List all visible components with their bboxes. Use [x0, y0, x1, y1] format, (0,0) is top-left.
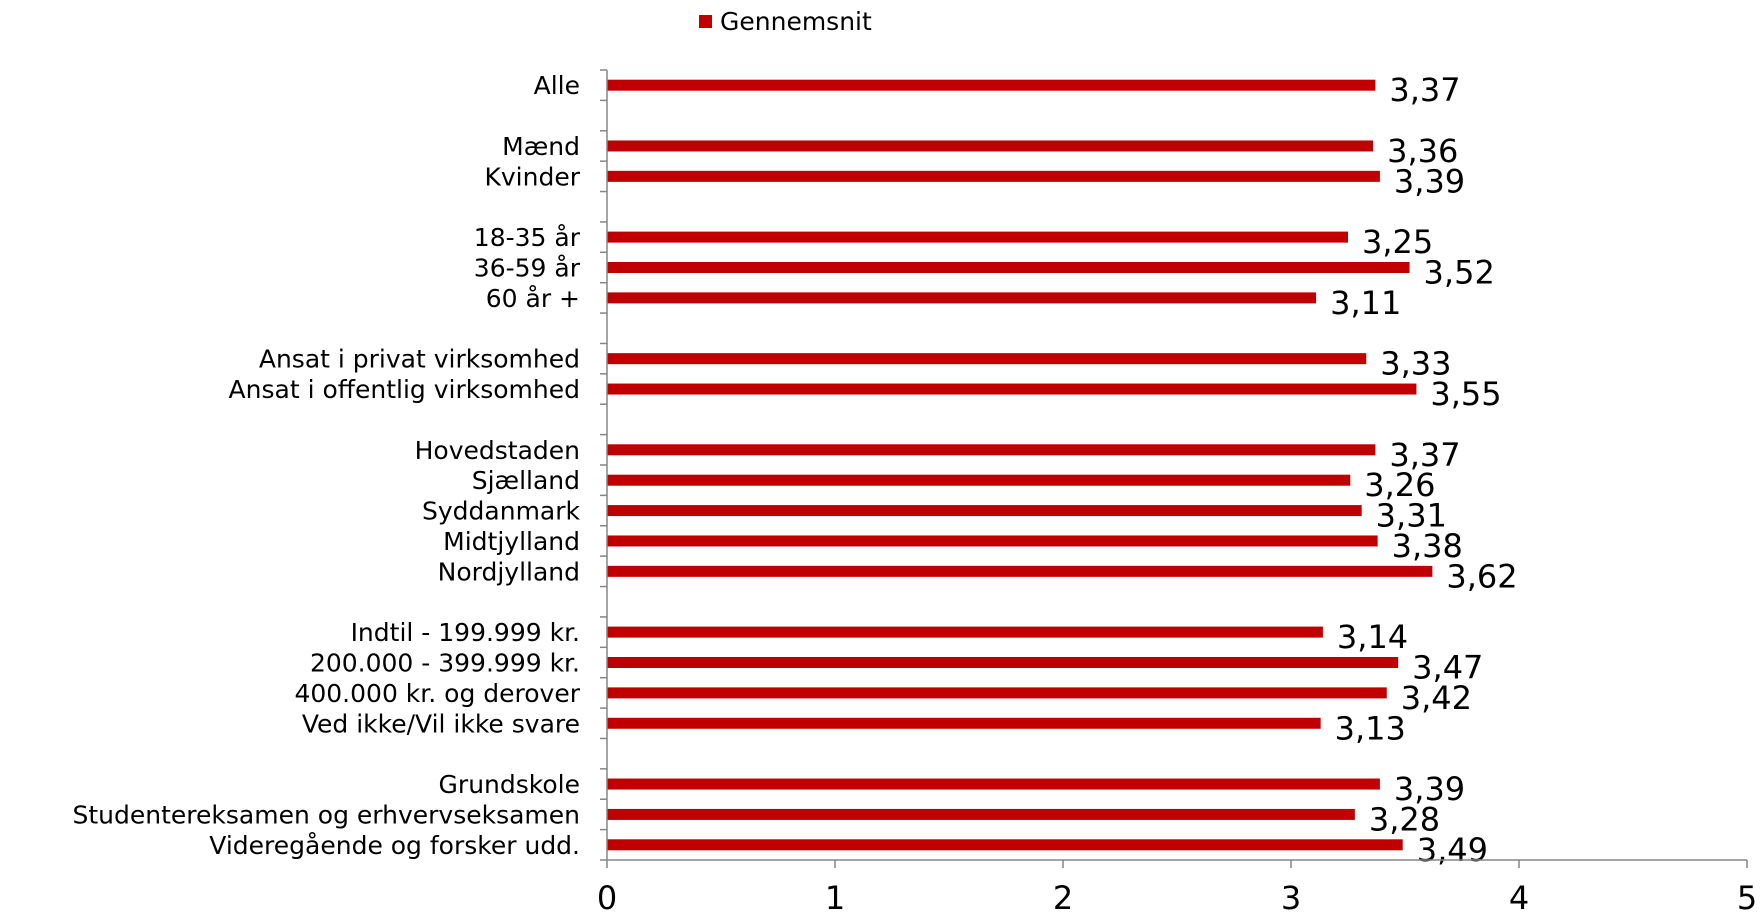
data-label: 3,39 [1394, 162, 1465, 200]
data-label: 3,31 [1376, 497, 1447, 535]
category-label: Ved ikke/Vil ikke svare [302, 709, 580, 738]
data-label: 3,52 [1424, 254, 1495, 292]
data-label: 3,11 [1330, 284, 1401, 322]
category-label: Hovedstaden [415, 436, 580, 465]
bar [607, 565, 1433, 577]
bar [607, 79, 1376, 91]
category-label: Studentereksamen og erhvervseksamen [73, 800, 580, 829]
bar [607, 657, 1399, 668]
bar [607, 353, 1367, 365]
category-label: Syddanmark [422, 497, 581, 526]
bar [607, 444, 1376, 456]
bar [607, 687, 1387, 699]
legend: Gennemsnit [699, 7, 872, 36]
category-label: Grundskole [439, 770, 580, 799]
data-label: 3,13 [1335, 709, 1406, 747]
category-label: 200.000 - 399.999 kr. [310, 649, 580, 678]
category-label: Alle [534, 71, 580, 100]
axes-group: 0 1 2 3 4 5 [597, 69, 1757, 917]
category-label: Sjælland [472, 466, 580, 495]
data-label: 3,28 [1369, 800, 1440, 838]
data-label: 3,37 [1389, 71, 1460, 109]
data-label: 3,47 [1412, 649, 1483, 687]
value-axis-tick-label: 1 [825, 879, 845, 917]
bar [607, 505, 1362, 517]
category-label: 60 år + [486, 284, 580, 313]
category-label: Ansat i offentlig virksomhed [229, 375, 580, 404]
data-label: 3,42 [1401, 679, 1472, 717]
value-axis-tick-label: 2 [1053, 879, 1073, 917]
data-label: 3,36 [1387, 132, 1458, 170]
category-label: Nordjylland [438, 557, 580, 586]
bar [607, 231, 1348, 243]
bar [607, 262, 1410, 273]
category-label: Videregående og forsker udd. [209, 831, 580, 860]
value-axis-tick-label: 5 [1737, 879, 1757, 917]
value-axis-tick-label: 4 [1509, 879, 1529, 917]
category-label: Mænd [502, 132, 580, 161]
bar [607, 292, 1317, 304]
category-label: Indtil - 199.999 kr. [351, 618, 580, 647]
category-label: 36-59 år [474, 254, 581, 283]
category-label: 18-35 år [474, 223, 581, 252]
category-label: Ansat i privat virksomhed [259, 345, 580, 374]
bar [607, 474, 1351, 486]
bar [607, 717, 1321, 729]
bar [607, 383, 1417, 395]
bar [607, 535, 1378, 547]
data-label: 3,25 [1362, 223, 1433, 261]
bar [607, 140, 1374, 152]
data-label: 3,33 [1380, 345, 1451, 383]
data-label: 3,38 [1392, 527, 1463, 565]
bar [607, 778, 1380, 790]
data-label: 3,37 [1389, 436, 1460, 474]
value-axis-tick-label: 3 [1281, 879, 1301, 917]
data-label: 3,39 [1394, 770, 1465, 808]
bar [607, 626, 1323, 638]
legend-label-gennemsnit: Gennemsnit [720, 7, 872, 36]
data-label: 3,14 [1337, 618, 1408, 656]
data-label: 3,49 [1417, 831, 1488, 869]
bar [607, 839, 1403, 851]
bar [607, 170, 1380, 182]
data-label: 3,55 [1430, 375, 1501, 413]
data-label: 3,62 [1446, 557, 1517, 595]
bar [607, 808, 1355, 820]
value-axis-tick-label: 0 [597, 879, 617, 917]
data-label: 3,26 [1364, 466, 1435, 504]
category-label: 400.000 kr. og derover [294, 679, 580, 708]
category-label: Midtjylland [443, 527, 580, 556]
legend-swatch-gennemsnit [699, 15, 712, 28]
category-label: Kvinder [484, 162, 580, 191]
